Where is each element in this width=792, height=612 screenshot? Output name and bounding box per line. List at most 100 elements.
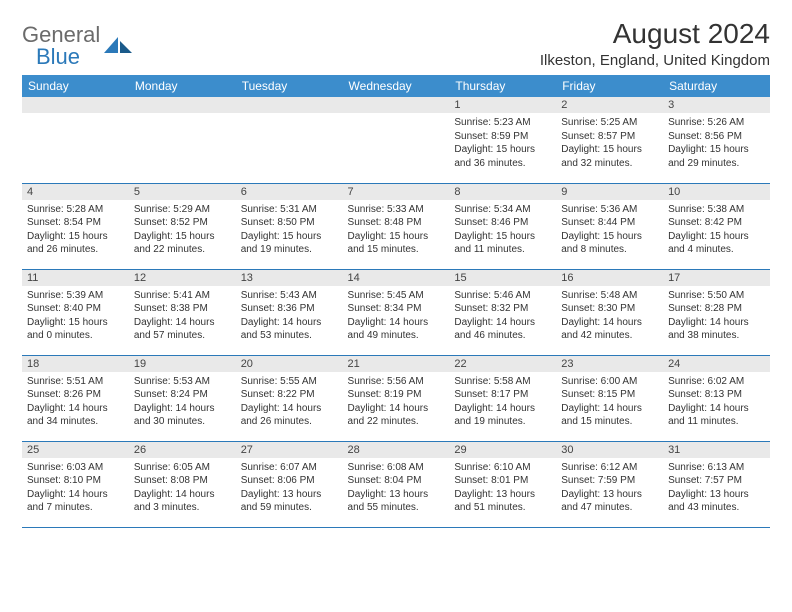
calendar-day-cell: 13Sunrise: 5:43 AMSunset: 8:36 PMDayligh… — [236, 269, 343, 355]
calendar-day-cell: 8Sunrise: 5:34 AMSunset: 8:46 PMDaylight… — [449, 183, 556, 269]
calendar-day-cell — [129, 97, 236, 183]
day-number: 12 — [129, 270, 236, 286]
calendar-body: 1Sunrise: 5:23 AMSunset: 8:59 PMDaylight… — [22, 97, 770, 527]
day-header: Thursday — [449, 75, 556, 97]
day-details: Sunrise: 6:10 AMSunset: 8:01 PMDaylight:… — [449, 458, 556, 519]
calendar-day-cell: 21Sunrise: 5:56 AMSunset: 8:19 PMDayligh… — [343, 355, 450, 441]
day-header: Friday — [556, 75, 663, 97]
calendar-day-cell: 25Sunrise: 6:03 AMSunset: 8:10 PMDayligh… — [22, 441, 129, 527]
calendar-day-cell: 12Sunrise: 5:41 AMSunset: 8:38 PMDayligh… — [129, 269, 236, 355]
logo-text-blue: Blue — [36, 46, 100, 68]
calendar-day-cell: 23Sunrise: 6:00 AMSunset: 8:15 PMDayligh… — [556, 355, 663, 441]
title-block: August 2024 Ilkeston, England, United Ki… — [540, 18, 770, 69]
day-details: Sunrise: 6:00 AMSunset: 8:15 PMDaylight:… — [556, 372, 663, 433]
day-number: 5 — [129, 184, 236, 200]
day-details: Sunrise: 6:05 AMSunset: 8:08 PMDaylight:… — [129, 458, 236, 519]
day-details: Sunrise: 6:12 AMSunset: 7:59 PMDaylight:… — [556, 458, 663, 519]
day-number: 3 — [663, 97, 770, 113]
calendar-day-cell: 7Sunrise: 5:33 AMSunset: 8:48 PMDaylight… — [343, 183, 450, 269]
day-number: 23 — [556, 356, 663, 372]
day-number: 22 — [449, 356, 556, 372]
day-number: 13 — [236, 270, 343, 286]
calendar-day-cell: 20Sunrise: 5:55 AMSunset: 8:22 PMDayligh… — [236, 355, 343, 441]
day-details: Sunrise: 5:29 AMSunset: 8:52 PMDaylight:… — [129, 200, 236, 261]
day-number: 24 — [663, 356, 770, 372]
calendar-day-cell: 26Sunrise: 6:05 AMSunset: 8:08 PMDayligh… — [129, 441, 236, 527]
calendar-week-row: 25Sunrise: 6:03 AMSunset: 8:10 PMDayligh… — [22, 441, 770, 527]
day-number: 31 — [663, 442, 770, 458]
day-number: 4 — [22, 184, 129, 200]
day-details: Sunrise: 5:50 AMSunset: 8:28 PMDaylight:… — [663, 286, 770, 347]
day-details: Sunrise: 5:45 AMSunset: 8:34 PMDaylight:… — [343, 286, 450, 347]
day-number: 25 — [22, 442, 129, 458]
calendar-day-cell: 10Sunrise: 5:38 AMSunset: 8:42 PMDayligh… — [663, 183, 770, 269]
calendar-day-cell: 4Sunrise: 5:28 AMSunset: 8:54 PMDaylight… — [22, 183, 129, 269]
calendar-day-cell: 31Sunrise: 6:13 AMSunset: 7:57 PMDayligh… — [663, 441, 770, 527]
day-header-row: Sunday Monday Tuesday Wednesday Thursday… — [22, 75, 770, 97]
calendar-day-cell: 22Sunrise: 5:58 AMSunset: 8:17 PMDayligh… — [449, 355, 556, 441]
day-details: Sunrise: 5:25 AMSunset: 8:57 PMDaylight:… — [556, 113, 663, 174]
day-number: 9 — [556, 184, 663, 200]
day-number: 29 — [449, 442, 556, 458]
day-number — [129, 97, 236, 113]
day-details: Sunrise: 5:23 AMSunset: 8:59 PMDaylight:… — [449, 113, 556, 174]
calendar-week-row: 4Sunrise: 5:28 AMSunset: 8:54 PMDaylight… — [22, 183, 770, 269]
day-number: 15 — [449, 270, 556, 286]
location-text: Ilkeston, England, United Kingdom — [540, 52, 770, 69]
day-details: Sunrise: 5:48 AMSunset: 8:30 PMDaylight:… — [556, 286, 663, 347]
day-number: 10 — [663, 184, 770, 200]
calendar-table: Sunday Monday Tuesday Wednesday Thursday… — [22, 75, 770, 528]
calendar-week-row: 1Sunrise: 5:23 AMSunset: 8:59 PMDaylight… — [22, 97, 770, 183]
day-details: Sunrise: 5:53 AMSunset: 8:24 PMDaylight:… — [129, 372, 236, 433]
calendar-day-cell — [343, 97, 450, 183]
day-details: Sunrise: 5:31 AMSunset: 8:50 PMDaylight:… — [236, 200, 343, 261]
day-details: Sunrise: 5:26 AMSunset: 8:56 PMDaylight:… — [663, 113, 770, 174]
day-details: Sunrise: 5:38 AMSunset: 8:42 PMDaylight:… — [663, 200, 770, 261]
day-number: 18 — [22, 356, 129, 372]
calendar-day-cell — [236, 97, 343, 183]
day-header: Saturday — [663, 75, 770, 97]
calendar-day-cell: 2Sunrise: 5:25 AMSunset: 8:57 PMDaylight… — [556, 97, 663, 183]
day-number: 30 — [556, 442, 663, 458]
day-details: Sunrise: 5:34 AMSunset: 8:46 PMDaylight:… — [449, 200, 556, 261]
day-number: 17 — [663, 270, 770, 286]
header: General Blue August 2024 Ilkeston, Engla… — [22, 18, 770, 69]
calendar-day-cell: 17Sunrise: 5:50 AMSunset: 8:28 PMDayligh… — [663, 269, 770, 355]
day-number: 27 — [236, 442, 343, 458]
calendar-day-cell: 18Sunrise: 5:51 AMSunset: 8:26 PMDayligh… — [22, 355, 129, 441]
day-details: Sunrise: 5:43 AMSunset: 8:36 PMDaylight:… — [236, 286, 343, 347]
day-number: 7 — [343, 184, 450, 200]
day-details — [129, 113, 236, 120]
day-header: Tuesday — [236, 75, 343, 97]
day-details — [343, 113, 450, 120]
logo: General Blue — [22, 18, 136, 68]
day-number: 8 — [449, 184, 556, 200]
calendar-week-row: 18Sunrise: 5:51 AMSunset: 8:26 PMDayligh… — [22, 355, 770, 441]
day-number — [343, 97, 450, 113]
day-number: 19 — [129, 356, 236, 372]
day-details: Sunrise: 6:02 AMSunset: 8:13 PMDaylight:… — [663, 372, 770, 433]
calendar-day-cell: 24Sunrise: 6:02 AMSunset: 8:13 PMDayligh… — [663, 355, 770, 441]
calendar-day-cell: 1Sunrise: 5:23 AMSunset: 8:59 PMDaylight… — [449, 97, 556, 183]
day-details: Sunrise: 5:41 AMSunset: 8:38 PMDaylight:… — [129, 286, 236, 347]
day-number: 2 — [556, 97, 663, 113]
day-number — [22, 97, 129, 113]
day-number: 28 — [343, 442, 450, 458]
day-header: Wednesday — [343, 75, 450, 97]
day-details: Sunrise: 5:33 AMSunset: 8:48 PMDaylight:… — [343, 200, 450, 261]
calendar-day-cell — [22, 97, 129, 183]
day-details: Sunrise: 5:51 AMSunset: 8:26 PMDaylight:… — [22, 372, 129, 433]
day-header: Monday — [129, 75, 236, 97]
logo-text-general: General — [22, 24, 100, 46]
day-number: 1 — [449, 97, 556, 113]
day-details — [22, 113, 129, 120]
day-header: Sunday — [22, 75, 129, 97]
day-details: Sunrise: 5:46 AMSunset: 8:32 PMDaylight:… — [449, 286, 556, 347]
day-details: Sunrise: 5:39 AMSunset: 8:40 PMDaylight:… — [22, 286, 129, 347]
calendar-day-cell: 30Sunrise: 6:12 AMSunset: 7:59 PMDayligh… — [556, 441, 663, 527]
calendar-day-cell: 3Sunrise: 5:26 AMSunset: 8:56 PMDaylight… — [663, 97, 770, 183]
calendar-day-cell: 15Sunrise: 5:46 AMSunset: 8:32 PMDayligh… — [449, 269, 556, 355]
day-number: 16 — [556, 270, 663, 286]
calendar-day-cell: 11Sunrise: 5:39 AMSunset: 8:40 PMDayligh… — [22, 269, 129, 355]
calendar-day-cell: 14Sunrise: 5:45 AMSunset: 8:34 PMDayligh… — [343, 269, 450, 355]
